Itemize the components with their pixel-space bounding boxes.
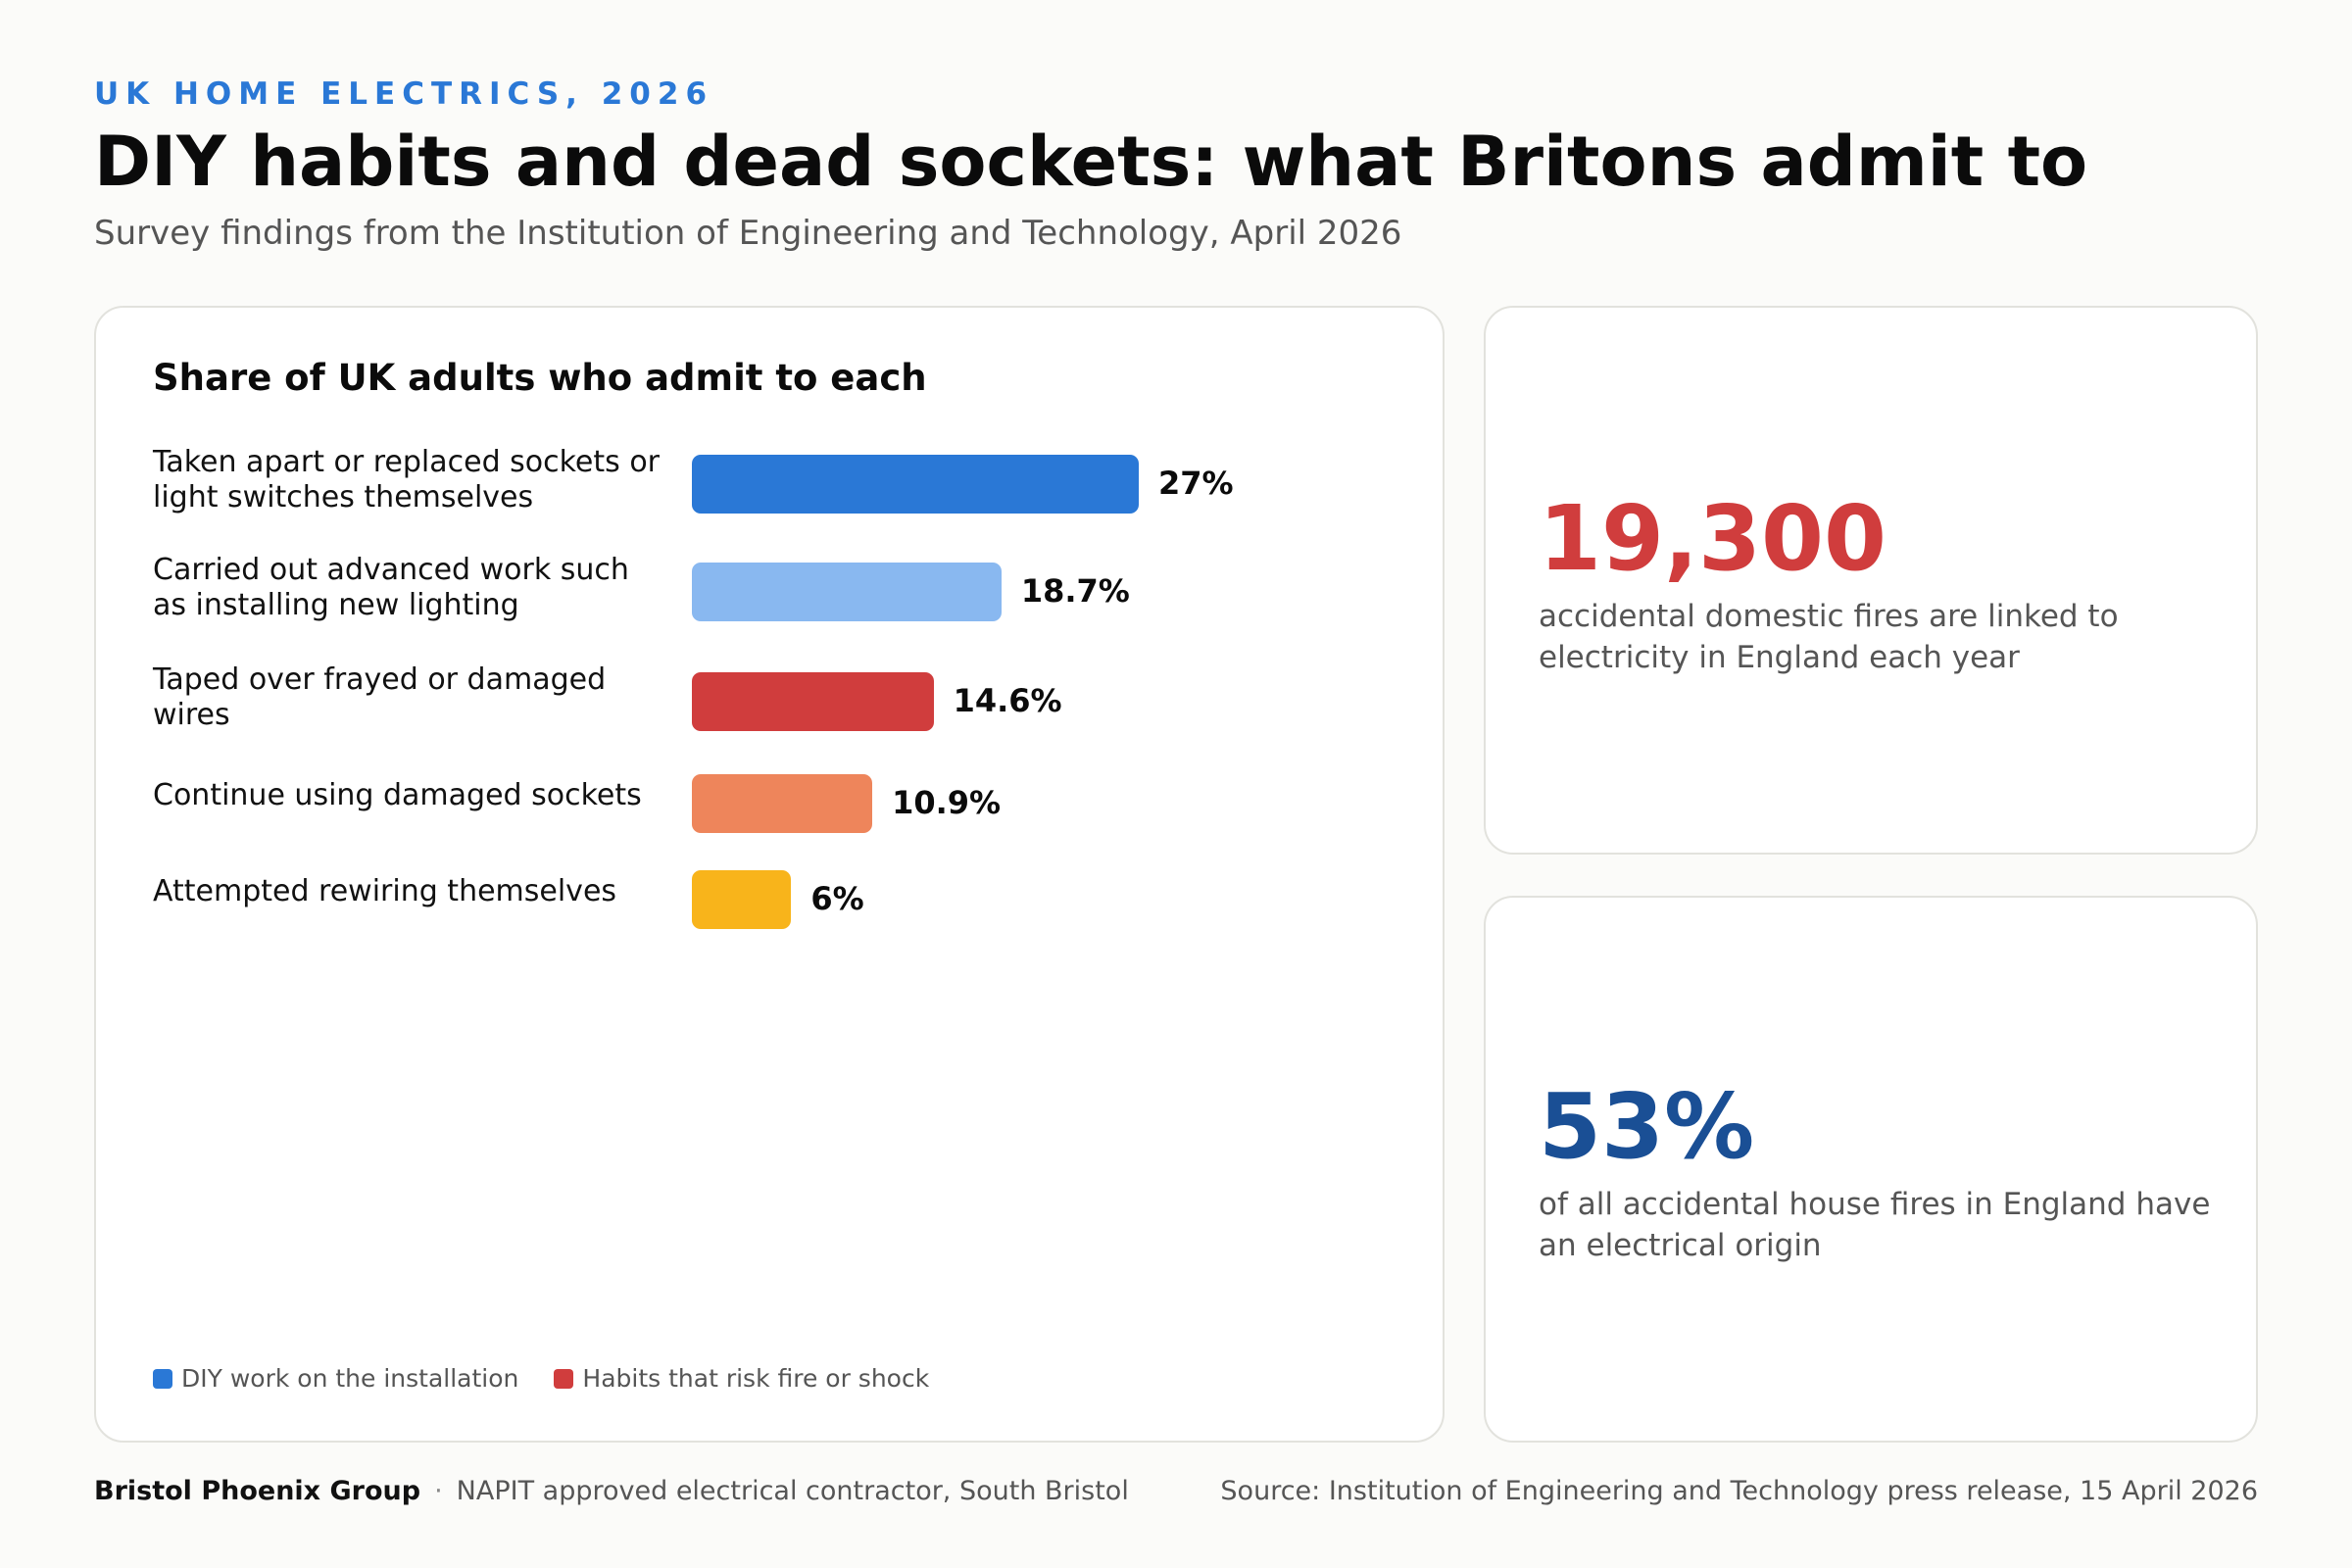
legend-swatch-diy — [153, 1368, 172, 1389]
footer-credit: Bristol Phoenix Group · NAPIT approved ele… — [94, 1476, 1129, 1506]
stat-number-electrical-origin: 53% — [1539, 1074, 1755, 1179]
chart-title: Share of UK adults who admit to each — [153, 357, 927, 399]
stat-text-fires: accidental domestic fires are linked to … — [1539, 599, 2119, 675]
bar-value-label: 6% — [810, 880, 864, 917]
legend-item-diy: DIY work on the installation — [153, 1364, 518, 1393]
footer-brand: Bristol Phoenix Group — [94, 1476, 421, 1506]
bar-value-label: 14.6% — [953, 682, 1062, 719]
footer-separator: · — [434, 1476, 443, 1506]
bar — [692, 774, 873, 833]
eyebrow: UK HOME ELECTRICS, 2026 — [94, 76, 714, 112]
bar-category-label: Continue using damaged sockets — [153, 778, 642, 812]
bar — [692, 870, 792, 929]
footer-source: Source: Institution of Engineering and T… — [1220, 1476, 2258, 1506]
bar-category-label: Taped over frayed or damaged wires — [153, 662, 607, 732]
bar-value-label: 27% — [1158, 465, 1234, 502]
bar-category-label: Attempted rewiring themselves — [153, 874, 617, 908]
chart-legend: DIY work on the installation Habits that… — [153, 1364, 964, 1393]
stat-text-electrical-origin: of all accidental house fires in England… — [1539, 1187, 2211, 1263]
chart-card: Share of UK adults who admit to each Tak… — [94, 306, 1445, 1443]
stat-number-fires: 19,300 — [1539, 486, 1887, 591]
page-title: DIY habits and dead sockets: what Briton… — [94, 122, 2088, 202]
bar-category-label: Carried out advanced work such as instal… — [153, 553, 629, 622]
legend-item-risk: Habits that risk fire or shock — [554, 1364, 929, 1393]
legend-label-risk: Habits that risk fire or shock — [582, 1364, 930, 1393]
bar-value-label: 18.7% — [1020, 572, 1130, 610]
bar-category-label: Taken apart or replaced sockets or light… — [153, 445, 661, 514]
bar — [692, 563, 1002, 621]
legend-swatch-risk — [554, 1368, 574, 1389]
stat-card-fires: 19,300 accidental domestic fires are lin… — [1484, 306, 2258, 855]
footer-tagline: NAPIT approved electrical contractor, So… — [456, 1476, 1129, 1506]
bar — [692, 672, 934, 731]
bar — [692, 455, 1139, 514]
stat-card-electrical-origin: 53% of all accidental house fires in Eng… — [1484, 896, 2258, 1443]
bar-value-label: 10.9% — [892, 784, 1002, 821]
legend-label-diy: DIY work on the installation — [181, 1364, 519, 1393]
page-subtitle: Survey findings from the Institution of … — [94, 214, 1402, 253]
